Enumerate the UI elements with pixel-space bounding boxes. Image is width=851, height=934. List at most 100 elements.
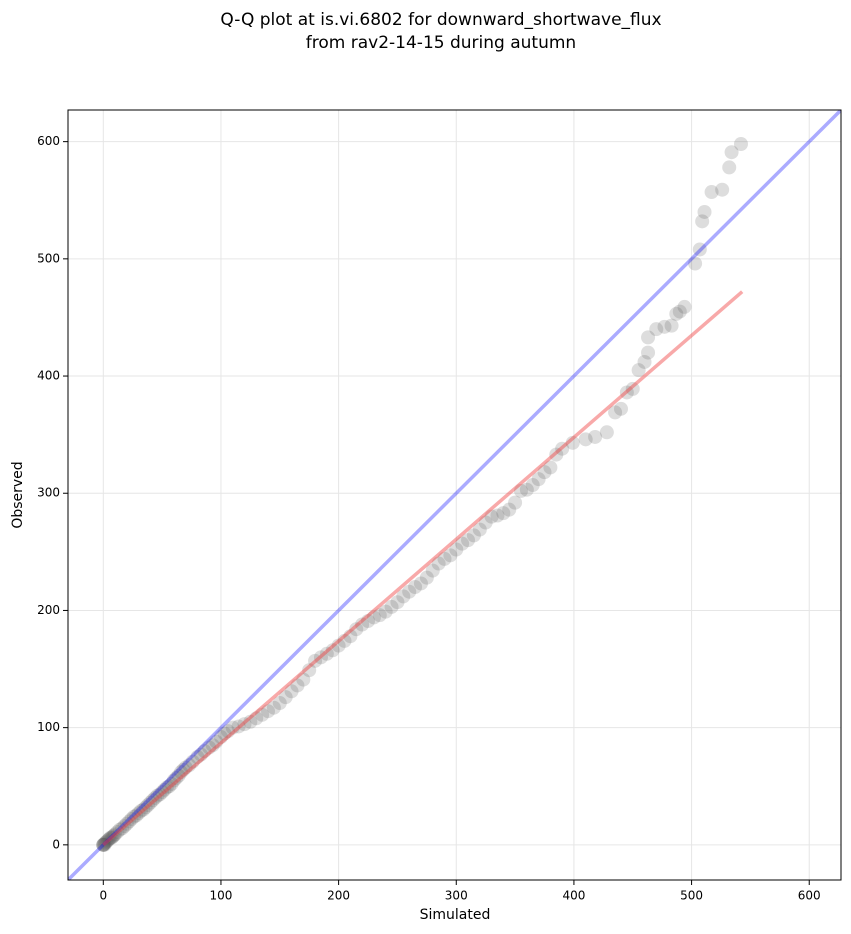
x-tick-label: 300 (445, 889, 468, 903)
point (531, 472, 546, 487)
point (122, 814, 137, 829)
point (692, 242, 707, 257)
point (408, 580, 423, 595)
x-tick-label: 200 (327, 889, 350, 903)
point (331, 638, 346, 653)
point (104, 830, 119, 845)
point (96, 837, 111, 852)
point (231, 719, 246, 734)
point (337, 633, 352, 648)
point (221, 724, 236, 739)
point (148, 790, 163, 805)
point (657, 319, 672, 334)
point (112, 822, 127, 837)
grid (68, 110, 841, 880)
x-axis-label: Simulated (420, 907, 491, 923)
ticks: 0 100 200 300 400 500 600 0 100 200 300 400 500 600 (37, 134, 821, 902)
point (209, 734, 224, 749)
point (138, 800, 153, 815)
point (98, 835, 113, 850)
chart-title: Q-Q plot at is.vi.6802 for downward_shor… (220, 10, 661, 30)
point (625, 381, 640, 396)
fit-line (102, 290, 744, 847)
point (190, 749, 205, 764)
point (390, 595, 405, 610)
point (396, 589, 411, 604)
point (631, 363, 646, 378)
point (171, 768, 186, 783)
point (613, 401, 628, 416)
y-tick-label: 600 (37, 134, 60, 148)
point (361, 613, 376, 628)
point (704, 185, 719, 200)
point (649, 322, 664, 337)
point (543, 460, 558, 475)
point (108, 827, 123, 842)
x-tick-label: 600 (798, 889, 821, 903)
point (185, 754, 200, 769)
point (490, 508, 505, 523)
point (272, 696, 287, 711)
point (384, 599, 399, 614)
point (164, 776, 179, 791)
point (637, 354, 652, 369)
point (608, 405, 623, 420)
point (402, 584, 417, 599)
point (96, 837, 111, 852)
point (261, 704, 276, 719)
point (508, 495, 523, 510)
point (555, 441, 570, 456)
point (150, 788, 165, 803)
y-tick-label: 200 (37, 603, 60, 617)
reference-line (68, 110, 841, 880)
point (124, 812, 139, 827)
point (733, 136, 748, 151)
point (537, 465, 552, 480)
point (455, 536, 470, 551)
point (102, 831, 117, 846)
point (182, 758, 197, 773)
x-tick-label: 100 (209, 889, 232, 903)
point (619, 385, 634, 400)
point (117, 819, 132, 834)
point (178, 760, 193, 775)
chart-subtitle: from rav2-14-15 during autumn (306, 33, 576, 53)
point (249, 711, 264, 726)
point (472, 522, 487, 537)
point (724, 145, 739, 160)
point (162, 779, 177, 794)
point (141, 797, 156, 812)
point (672, 304, 687, 319)
point (478, 515, 493, 530)
point (193, 747, 208, 762)
point (99, 834, 114, 849)
x-tick-label: 400 (562, 889, 585, 903)
point (115, 821, 130, 836)
point (119, 816, 134, 831)
point (449, 542, 464, 557)
point (126, 809, 141, 824)
plot-area (68, 110, 841, 880)
y-tick-label: 100 (37, 720, 60, 734)
point (664, 318, 679, 333)
point (157, 782, 172, 797)
point (166, 773, 181, 788)
point (308, 653, 323, 668)
point (169, 771, 184, 786)
point (325, 643, 340, 658)
point (695, 214, 710, 229)
point (110, 824, 125, 839)
point (496, 506, 511, 521)
point (715, 182, 730, 197)
point (565, 435, 580, 450)
point (106, 828, 121, 843)
point (578, 432, 593, 447)
point (599, 425, 614, 440)
point (677, 299, 692, 314)
point (313, 650, 328, 665)
point (103, 830, 118, 845)
point (202, 740, 217, 755)
point (159, 780, 174, 795)
point (96, 837, 111, 852)
